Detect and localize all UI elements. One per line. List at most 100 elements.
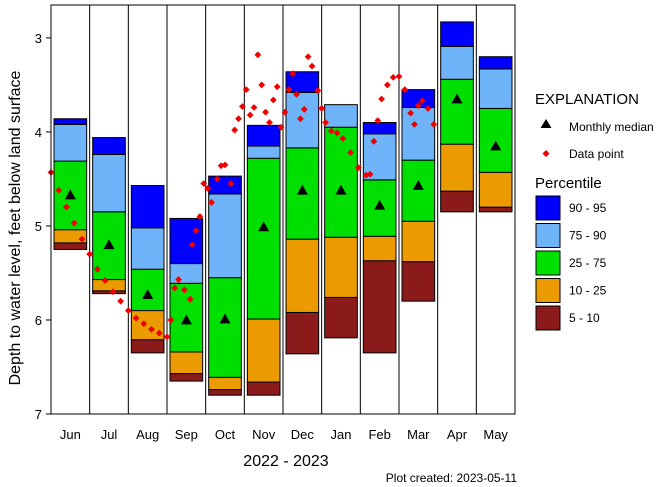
percentile-band-p90-95-aug <box>130 185 165 229</box>
monthly-median-jan <box>335 184 347 195</box>
data-point <box>318 105 326 112</box>
legend-explanation-title: EXPLANATION <box>535 91 639 108</box>
data-point <box>424 105 432 112</box>
data-point <box>339 135 347 142</box>
data-point <box>181 286 188 294</box>
percentile-band-p90-95-jul <box>92 137 126 155</box>
percentile-band-p90-95-sep <box>169 217 204 265</box>
legend-band-label: 5 - 10 <box>569 311 600 325</box>
data-point <box>384 81 391 89</box>
legend-percentile-title: Percentile <box>535 175 602 192</box>
percentile-band-p05-10-nov <box>246 381 281 396</box>
percentile-band-p10-25-nov <box>246 318 281 383</box>
data-point <box>231 126 239 134</box>
percentile-band-p90-95-jun <box>53 118 88 125</box>
percentile-band-p75-90-apr <box>440 45 474 80</box>
y-axis-label: Depth to water level, feet below land su… <box>7 70 24 385</box>
x-tick-label-jan: Jan <box>331 427 352 442</box>
x-tick-label-nov: Nov <box>252 427 276 442</box>
data-point <box>109 288 117 296</box>
data-point <box>188 241 196 249</box>
legend-swatch-25-75 <box>535 250 561 276</box>
monthly-median-sep <box>180 314 192 325</box>
monthly-median-nov <box>258 221 270 232</box>
y-tick-label: 6 <box>35 313 42 328</box>
x-tick-label-apr: Apr <box>447 427 468 442</box>
data-point <box>414 102 422 110</box>
data-point <box>262 108 269 116</box>
percentile-band-p90-95-oct <box>208 175 242 195</box>
percentile-band-p75-90-jul <box>92 153 126 213</box>
legend-data-point-label: Data point <box>569 147 624 161</box>
plot-created-note: Plot created: 2023-05-11 <box>386 471 518 485</box>
data-point <box>304 53 312 61</box>
monthly-median-may <box>490 140 502 151</box>
data-point <box>86 250 94 258</box>
data-point <box>167 316 175 324</box>
data-point <box>266 119 273 126</box>
percentile-band-p25-75-oct <box>208 277 242 378</box>
percentile-band-p75-90-jun <box>53 123 88 162</box>
monthly-median-jun <box>64 189 76 200</box>
plot-area <box>47 4 516 415</box>
data-point <box>63 203 70 211</box>
legend-median-label: Monthly median <box>569 120 654 134</box>
monthly-median-jul <box>103 239 115 250</box>
percentile-band-p10-25-may <box>478 171 513 208</box>
data-point <box>163 333 171 341</box>
legend-swatch-75-90 <box>535 223 561 248</box>
monthly-median-dec <box>296 184 308 195</box>
percentile-band-p10-25-dec <box>285 238 320 313</box>
percentile-band-p05-10-apr <box>440 190 474 213</box>
x-tick-label-sep: Sep <box>175 427 198 442</box>
data-point <box>389 73 397 81</box>
data-point <box>175 276 182 283</box>
percentile-band-p10-25-jul <box>92 279 126 292</box>
data-point <box>140 320 148 328</box>
percentile-band-p90-95-dec <box>285 71 320 93</box>
legend-band-label: 75 - 90 <box>569 229 607 243</box>
data-point <box>277 123 285 131</box>
data-point <box>239 103 246 110</box>
legend-data-point-marker <box>542 150 550 157</box>
data-point <box>418 97 426 105</box>
data-point <box>378 95 385 103</box>
data-point <box>55 186 63 194</box>
percentile-band-p25-75-apr <box>440 78 474 145</box>
percentile-band-p75-90-nov <box>246 145 281 159</box>
percentile-band-p05-10-sep <box>169 373 204 382</box>
x-tick-label-mar: Mar <box>407 427 430 442</box>
percentile-band-p05-10-jun <box>53 242 88 250</box>
percentile-band-p05-10-oct <box>208 389 242 396</box>
x-tick-label-jul: Jul <box>101 427 118 442</box>
percentile-band-p05-10-feb <box>362 260 397 354</box>
data-point <box>213 175 221 183</box>
x-tick-label-jun: Jun <box>60 427 81 442</box>
data-point <box>411 121 418 128</box>
percentile-band-p05-10-dec <box>285 311 320 355</box>
percentile-band-p75-90-sep <box>169 263 204 284</box>
y-tick-label: 4 <box>35 125 42 140</box>
data-point <box>196 213 204 220</box>
data-point <box>250 104 258 111</box>
percentile-band-p25-75-nov <box>246 157 281 320</box>
data-point <box>285 86 293 94</box>
data-point <box>322 119 329 126</box>
data-point <box>186 295 194 303</box>
percentile-band-p75-90-may <box>478 68 513 109</box>
data-point <box>300 105 308 113</box>
data-point <box>327 127 335 135</box>
monthly-median-feb <box>374 199 386 210</box>
legend: EXPLANATION Monthly median Data point Perce… <box>535 91 654 331</box>
y-tick-label: 5 <box>35 219 42 234</box>
data-point <box>254 51 262 59</box>
percentile-band-p10-25-mar <box>401 220 436 263</box>
data-point <box>221 161 229 169</box>
data-point <box>155 329 163 337</box>
monthly-median-apr <box>451 93 463 104</box>
legend-band-label: 25 - 75 <box>569 256 607 270</box>
legend-band-label: 90 - 95 <box>569 201 607 215</box>
data-point <box>124 307 132 314</box>
percentile-band-p90-95-nov <box>246 124 281 147</box>
data-point <box>366 170 374 178</box>
